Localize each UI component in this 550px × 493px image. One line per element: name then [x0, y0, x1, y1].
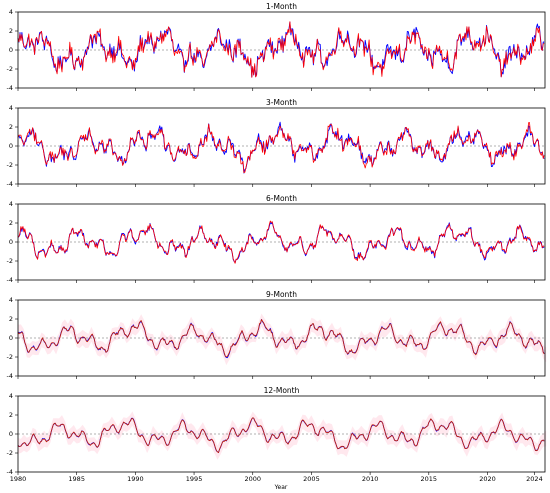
x-tick-label: 2000: [244, 475, 261, 483]
x-tick-label: 2015: [421, 475, 438, 483]
y-tick-label: 0: [9, 46, 13, 54]
y-tick-label: -2: [7, 257, 13, 265]
y-tick-label: -2: [7, 353, 13, 361]
series-line-blue: [17, 121, 545, 174]
x-tick-label: 1995: [186, 475, 203, 483]
y-tick-label: 4: [9, 200, 13, 208]
y-tick-label: -2: [7, 449, 13, 457]
uncertainty-band: [18, 411, 547, 460]
x-tick-label: 1980: [10, 475, 27, 483]
x-tick-label: 1985: [68, 475, 85, 483]
panel-1-month: 1-Month 4 2 0 -2 -4: [7, 2, 546, 92]
panel-12-month: 12-Month 4 2 0 -2 -4: [7, 386, 547, 476]
series-line-red: [17, 319, 545, 358]
x-tick-label: 2005: [303, 475, 320, 483]
panel-title: 12-Month: [264, 386, 300, 395]
x-tick-label: 2010: [362, 475, 379, 483]
series-line-red: [17, 122, 545, 173]
y-tick-label: -4: [7, 84, 13, 92]
panel-title: 1-Month: [266, 2, 297, 11]
y-tick-label: 2: [9, 411, 13, 419]
uncertainty-band: [18, 313, 547, 366]
x-tick-label: 1990: [127, 475, 144, 483]
y-tick-label: 2: [9, 27, 13, 35]
y-tick-label: 0: [9, 430, 13, 438]
y-tick-label: 2: [9, 123, 13, 131]
panel-title: 3-Month: [266, 98, 297, 107]
y-tick-label: 4: [9, 392, 13, 400]
y-tick-label: 4: [9, 296, 13, 304]
y-tick-label: 4: [9, 104, 13, 112]
y-tick-label: 2: [9, 315, 13, 323]
y-tick-label: 0: [9, 238, 13, 246]
y-tick-label: 0: [9, 142, 13, 150]
series-line-red: [17, 220, 545, 264]
y-tick-label: -4: [7, 468, 13, 476]
y-tick-label: 2: [9, 219, 13, 227]
y-tick-label: -2: [7, 161, 13, 169]
plot-frame: [17, 107, 546, 185]
y-tick-label: 4: [9, 8, 13, 16]
panel-6-month: 6-Month 4 2 0 -2 -4: [7, 194, 546, 284]
series-line-blue: [17, 222, 545, 264]
series-line-red: [17, 21, 545, 78]
plot-frame: [17, 11, 546, 89]
series-line-red: [17, 417, 545, 453]
x-tick-label: 2024: [526, 475, 543, 483]
x-axis-label: Year: [274, 484, 288, 491]
y-tick-label: -4: [7, 276, 13, 284]
y-tick-label: 0: [9, 334, 13, 342]
panel-9-month: 9-Month 4 2 0 -2 -4: [7, 290, 547, 380]
panel-3-month: 3-Month 4 2 0 -2 -4: [7, 98, 546, 188]
y-tick-label: -4: [7, 180, 13, 188]
panel-title: 6-Month: [266, 194, 297, 203]
y-tick-label: -4: [7, 372, 13, 380]
x-tick-label: 2020: [479, 475, 496, 483]
panel-title: 9-Month: [266, 290, 297, 299]
y-tick-label: -2: [7, 65, 13, 73]
